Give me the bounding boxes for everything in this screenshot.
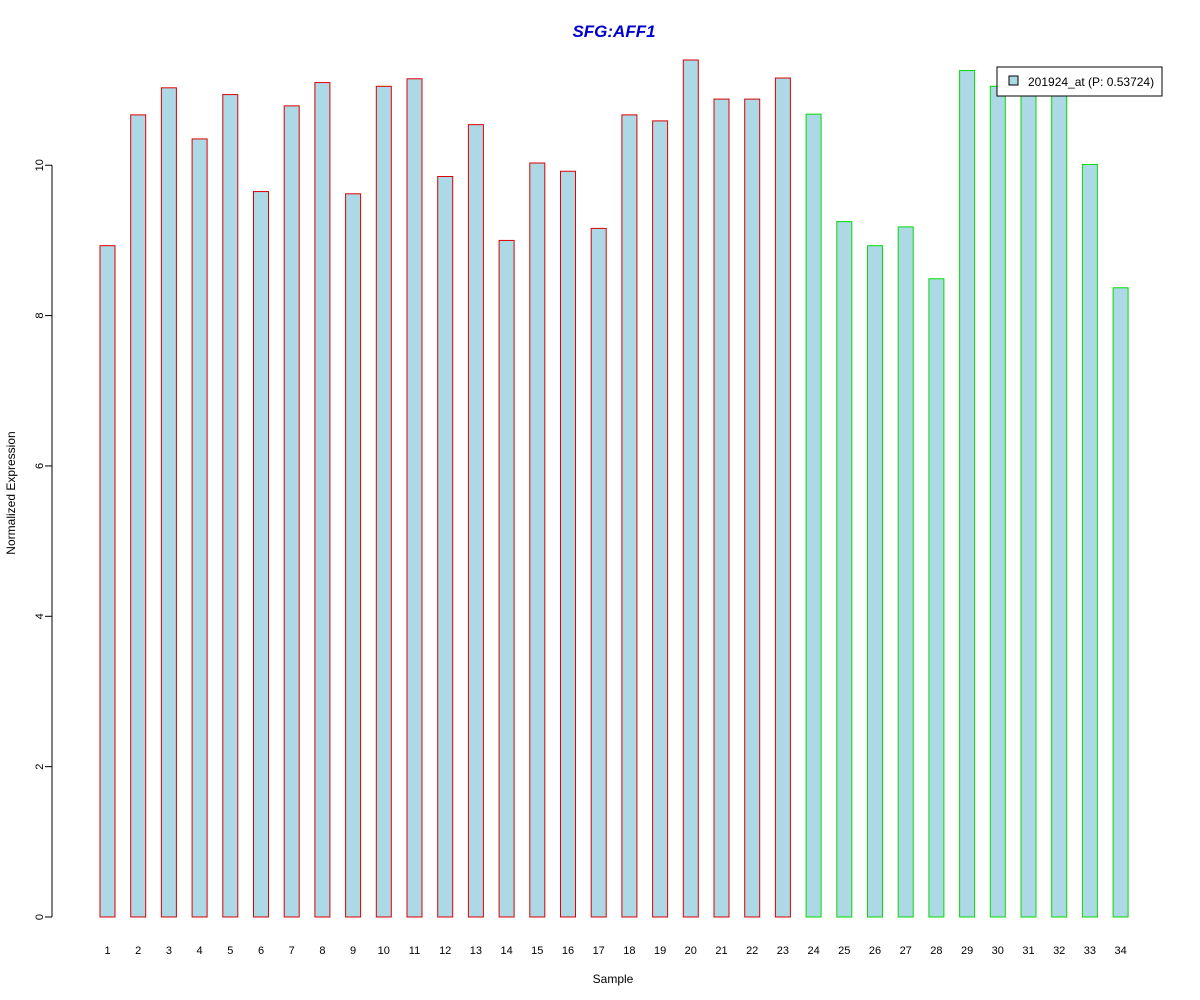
x-tick-label: 10 <box>378 945 390 957</box>
x-tick-label: 2 <box>135 945 141 957</box>
x-tick-label: 16 <box>562 945 574 957</box>
bar <box>160 87 177 918</box>
bar <box>590 227 607 918</box>
bar <box>621 114 638 918</box>
x-tick-label: 32 <box>1053 945 1065 957</box>
bar <box>682 59 699 918</box>
bar <box>560 170 576 918</box>
bar <box>375 85 392 918</box>
x-tick-label: 20 <box>685 945 697 957</box>
y-axis-label: Normalized Expression <box>4 431 18 554</box>
bar <box>897 226 914 918</box>
x-tick-label: 13 <box>470 945 482 957</box>
legend: 201924_at (P: 0.53724) <box>996 66 1163 97</box>
x-tick-label: 30 <box>992 945 1004 957</box>
x-tick-label: 22 <box>746 945 758 957</box>
x-tick-label: 6 <box>258 945 264 957</box>
x-tick-label: 9 <box>350 945 356 957</box>
y-tick-label: 2 <box>34 764 46 770</box>
bar <box>130 114 147 918</box>
x-tick-label: 31 <box>1022 945 1034 957</box>
y-tick-label: 0 <box>34 914 46 920</box>
x-tick-label: 19 <box>654 945 666 957</box>
legend-box <box>996 66 1163 97</box>
bar <box>1112 287 1129 918</box>
x-axis-labels: 1 2 3 4 5 6 7 8 9 10 11 12 13 14 15 16 17 18 19 20 21 22 23 24 2… <box>104 945 1126 957</box>
bar <box>867 245 883 918</box>
bar <box>191 138 208 918</box>
bar <box>959 70 976 918</box>
bar <box>1051 92 1068 918</box>
bar <box>928 278 945 918</box>
x-tick-label: 21 <box>715 945 727 957</box>
bar <box>529 162 546 918</box>
x-tick-label: 33 <box>1084 945 1096 957</box>
x-tick-label: 34 <box>1114 945 1126 957</box>
x-tick-label: 12 <box>439 945 451 957</box>
x-tick-label: 3 <box>166 945 172 957</box>
legend-swatch <box>1008 75 1019 86</box>
bars <box>99 59 1129 918</box>
x-tick-label: 14 <box>500 945 512 957</box>
x-tick-label: 26 <box>869 945 881 957</box>
y-tick-label: 8 <box>34 313 46 319</box>
bar <box>836 221 853 918</box>
bar <box>498 239 515 918</box>
bar <box>467 124 484 918</box>
x-tick-label: 27 <box>900 945 912 957</box>
x-tick-label: 1 <box>104 945 110 957</box>
x-tick-label: 8 <box>319 945 325 957</box>
y-axis: 0 2 4 6 8 10 <box>34 159 53 920</box>
x-tick-label: 24 <box>807 945 819 957</box>
x-tick-label: 23 <box>777 945 789 957</box>
x-tick-label: 4 <box>197 945 203 957</box>
bar <box>253 191 269 918</box>
x-tick-label: 15 <box>531 945 543 957</box>
x-axis-label: Sample <box>593 972 634 986</box>
bar <box>222 94 239 918</box>
bar <box>805 113 822 918</box>
bar <box>283 105 300 918</box>
bar <box>1020 92 1037 918</box>
x-tick-label: 25 <box>838 945 850 957</box>
legend-label: 201924_at (P: 0.53724) <box>1028 75 1154 89</box>
x-tick-label: 7 <box>289 945 295 957</box>
bar <box>406 78 423 918</box>
x-tick-label: 17 <box>593 945 605 957</box>
bar <box>774 77 791 918</box>
chart-title: SFG:AFF1 <box>572 22 655 41</box>
bar <box>989 85 1006 918</box>
bar <box>744 98 761 918</box>
bar <box>652 120 669 918</box>
bar <box>1081 163 1098 918</box>
bar <box>437 176 454 918</box>
y-tick-label: 6 <box>34 463 46 469</box>
bar <box>314 82 331 918</box>
x-tick-label: 5 <box>227 945 233 957</box>
bar <box>345 193 362 918</box>
y-tick-label: 4 <box>34 613 46 619</box>
y-tick-label: 10 <box>34 159 46 171</box>
x-tick-label: 18 <box>623 945 635 957</box>
x-tick-label: 28 <box>930 945 942 957</box>
x-tick-label: 11 <box>409 945 420 957</box>
bar <box>713 98 730 918</box>
bar <box>99 245 116 918</box>
x-tick-label: 29 <box>961 945 973 957</box>
